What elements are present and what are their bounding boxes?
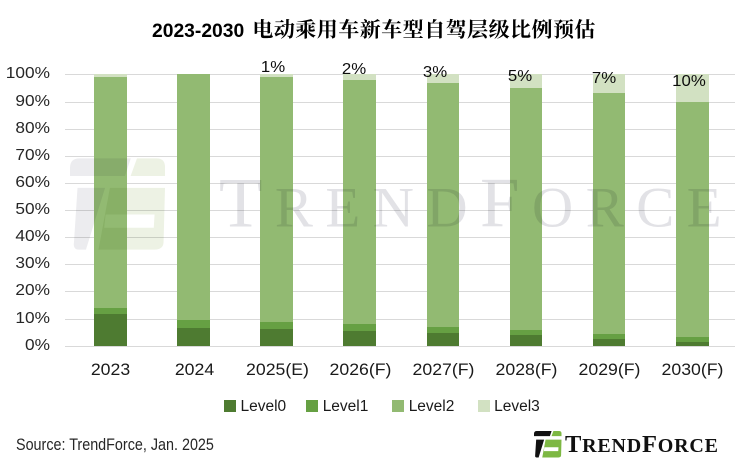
svg-text:TRENDFORCE: TRENDFORCE (219, 165, 720, 243)
